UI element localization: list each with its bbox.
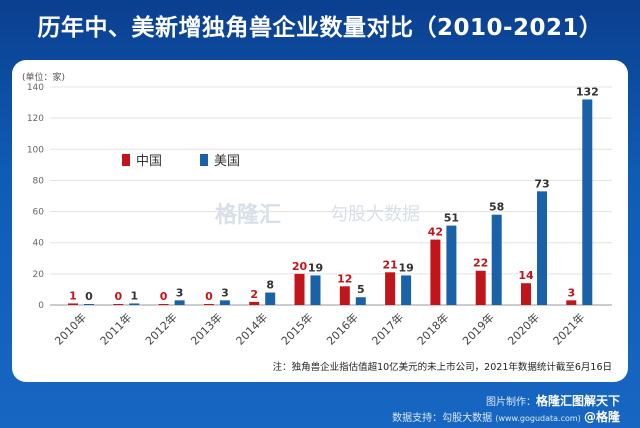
data-label: 1 xyxy=(130,289,138,302)
bar-us xyxy=(265,292,276,305)
x-tick-label: 2018年 xyxy=(414,310,451,347)
y-tick-label: 20 xyxy=(33,270,45,280)
bar-us xyxy=(446,225,457,305)
data-label: 0 xyxy=(205,290,213,303)
data-label: 3 xyxy=(221,286,229,299)
data-label: 73 xyxy=(534,177,549,190)
y-tick-label: 60 xyxy=(33,208,45,218)
legend-swatch xyxy=(122,154,130,166)
data-label: 20 xyxy=(292,260,308,273)
watermark-left: 格隆汇 xyxy=(215,202,281,228)
x-tick-label: 2010年 xyxy=(52,310,89,347)
x-tick-label: 2013年 xyxy=(188,310,225,347)
x-tick-label: 2012年 xyxy=(142,310,179,347)
x-tick-label: 2019年 xyxy=(459,310,496,347)
weibo-handle: @格隆 xyxy=(583,410,620,424)
bar-cn xyxy=(566,300,577,305)
y-tick-label: 140 xyxy=(27,83,44,93)
x-tick-label: 2016年 xyxy=(323,310,360,347)
credit-made: 图片制作：格隆汇图解天下 xyxy=(486,392,620,409)
bar-cn xyxy=(475,270,486,305)
data-label: 42 xyxy=(428,226,443,239)
y-tick-label: 120 xyxy=(27,114,44,124)
made-by: 格隆汇图解天下 xyxy=(535,394,620,408)
chart-panel xyxy=(12,60,628,382)
bar-us xyxy=(582,99,593,305)
x-tick-label: 2011年 xyxy=(97,310,134,347)
y-tick-label: 100 xyxy=(27,145,44,155)
x-tick-label: 2020年 xyxy=(505,310,542,347)
made-label: 图片制作： xyxy=(485,397,536,408)
bar-cn xyxy=(113,304,124,305)
y-tick-label: 80 xyxy=(33,176,45,186)
bar-us xyxy=(310,275,321,305)
data-label: 21 xyxy=(382,258,397,271)
data-label: 19 xyxy=(308,261,323,274)
credit-data: 数据支持：勾股大数据 (www.gogudata.com) @格隆 xyxy=(392,408,620,425)
x-tick-label: 2021年 xyxy=(550,310,587,347)
bar-cn xyxy=(339,286,350,305)
chart-note: 注：独角兽企业指估值超10亿美元的未上市公司，2021年数据统计截至6月16日 xyxy=(273,361,612,373)
legend-label: 美国 xyxy=(214,154,240,169)
bar-us xyxy=(129,303,140,305)
bar-us xyxy=(174,300,185,305)
bar-cn xyxy=(294,273,305,305)
data-label: 12 xyxy=(337,272,352,285)
y-tick-label: 40 xyxy=(33,239,45,249)
data-label: 1 xyxy=(69,289,77,302)
watermark-right: 勾股大数据 xyxy=(330,204,420,225)
x-tick-label: 2017年 xyxy=(369,310,406,347)
data-label: 数据支持： xyxy=(392,413,443,424)
data-label: 22 xyxy=(473,257,488,270)
data-label: 19 xyxy=(398,261,413,274)
data-label: 2 xyxy=(250,288,258,301)
bar-cn xyxy=(430,239,441,305)
data-label: 14 xyxy=(518,269,534,282)
bar-cn xyxy=(158,304,169,305)
x-tick-label: 2014年 xyxy=(233,310,270,347)
data-label: 0 xyxy=(114,290,122,303)
bar-cn xyxy=(203,304,214,305)
data-label: 5 xyxy=(357,283,365,296)
page-title: 历年中、美新增独角兽企业数量对比（2010-2021） xyxy=(37,15,603,41)
data-url: (www.gogudata.com) xyxy=(495,414,581,423)
bar-cn xyxy=(68,303,78,305)
data-label: 0 xyxy=(85,290,93,303)
data-label: 51 xyxy=(444,212,459,225)
data-label: 0 xyxy=(160,290,168,303)
bar-us xyxy=(355,297,366,305)
data-label: 8 xyxy=(266,279,274,292)
y-tick-label: 0 xyxy=(38,301,44,311)
bar-cn xyxy=(249,301,260,305)
bar-us xyxy=(84,304,94,305)
data-label: 132 xyxy=(576,85,599,98)
bar-us xyxy=(537,191,547,305)
bar-us xyxy=(219,300,230,305)
legend-label: 中国 xyxy=(136,154,162,169)
data-label: 3 xyxy=(176,286,184,299)
bar-cn xyxy=(385,272,396,305)
x-tick-label: 2015年 xyxy=(278,310,315,347)
bar-cn xyxy=(521,283,531,305)
data-label: 3 xyxy=(567,286,575,299)
bar-us xyxy=(491,214,502,305)
data-by: 勾股大数据 xyxy=(442,413,493,424)
data-label: 58 xyxy=(489,201,504,214)
unit-label: (单位：家) xyxy=(22,71,65,83)
bar-us xyxy=(401,275,412,305)
legend-swatch xyxy=(200,154,208,166)
